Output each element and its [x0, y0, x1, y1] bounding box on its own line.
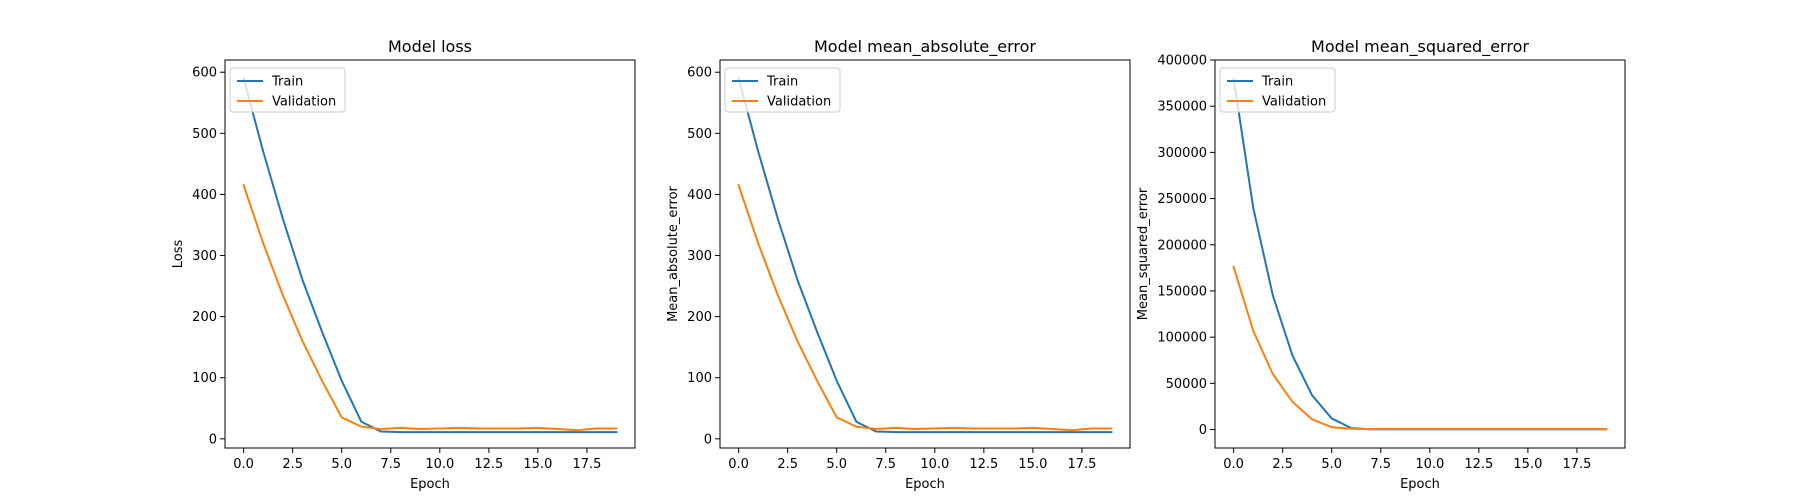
chart-3: 0.0 2.5 5.0 7.5 10.0 12.5 15.0 17.5 0 50000 100000… [1136, 37, 1626, 492]
series-line-train [737, 77, 1113, 434]
x-tick-label: 12.5 [969, 457, 998, 472]
y-tick-label: 350000 [1157, 100, 1207, 115]
y-tick-label: 300 [192, 249, 217, 264]
x-tick-label: 7.5 [380, 457, 401, 472]
y-tick-label: 150000 [1157, 284, 1207, 299]
legend-label: Validation [767, 95, 831, 110]
x-tick-label: 2.5 [777, 457, 798, 472]
y-tick-label: 50000 [1166, 377, 1207, 392]
x-tick-label: 0.0 [728, 457, 749, 472]
x-tick-label: 15.0 [1513, 457, 1542, 472]
x-tick-label: 10.0 [1415, 457, 1444, 472]
y-tick-label: 0 [704, 432, 712, 447]
legend-label: Validation [1262, 95, 1326, 110]
x-tick-label: 17.5 [1067, 457, 1096, 472]
series-line-validation [1232, 265, 1608, 431]
y-tick-label: 400 [687, 188, 712, 203]
legend: Train Validation [1219, 67, 1336, 113]
legend: Train Validation [229, 67, 346, 113]
x-axis-label: Epoch [1400, 477, 1440, 492]
y-tick-label: 200 [192, 310, 217, 325]
legend-label: Train [271, 75, 303, 90]
y-axis-label: Mean_squared_error [1136, 187, 1151, 320]
legend-label: Validation [272, 95, 336, 110]
y-tick-label: 250000 [1157, 192, 1207, 207]
y-tick-label: 300 [687, 249, 712, 264]
y-tick-label: 400000 [1157, 54, 1207, 69]
x-tick-label: 17.5 [572, 457, 601, 472]
chart-1: 0.0 2.5 5.0 7.5 10.0 12.5 15.0 17.5 0 100 200 300 40… [171, 37, 636, 492]
plot-frame [1214, 59, 1626, 449]
y-tick-label: 500 [687, 127, 712, 142]
y-axis-label: Mean_absolute_error [666, 185, 681, 321]
chart-2: 0.0 2.5 5.0 7.5 10.0 12.5 15.0 17.5 0 100 200 300 40… [666, 37, 1131, 492]
x-tick-label: 12.5 [1464, 457, 1493, 472]
x-tick-label: 5.0 [331, 457, 352, 472]
y-tick-label: 600 [687, 66, 712, 81]
series-line-validation [737, 183, 1113, 432]
x-tick-label: 10.0 [920, 457, 949, 472]
y-tick-label: 200 [687, 310, 712, 325]
x-tick-label: 17.5 [1562, 457, 1591, 472]
y-tick-label: 100 [687, 371, 712, 386]
x-axis-label: Epoch [905, 477, 945, 492]
x-tick-label: 2.5 [282, 457, 303, 472]
chart-title: Model mean_absolute_error [814, 37, 1036, 57]
x-tick-label: 7.5 [875, 457, 896, 472]
chart-title: Model mean_squared_error [1311, 37, 1529, 57]
x-tick-label: 0.0 [1223, 457, 1244, 472]
x-tick-label: 2.5 [1272, 457, 1293, 472]
y-tick-label: 600 [192, 66, 217, 81]
chart-title: Model loss [388, 37, 472, 56]
legend-label: Train [766, 75, 798, 90]
plot-frame [719, 59, 1131, 449]
y-tick-label: 200000 [1157, 238, 1207, 253]
x-tick-label: 12.5 [474, 457, 503, 472]
x-tick-label: 0.0 [233, 457, 254, 472]
x-tick-label: 5.0 [826, 457, 847, 472]
y-tick-label: 500 [192, 127, 217, 142]
legend: Train Validation [724, 67, 841, 113]
x-tick-label: 10.0 [425, 457, 454, 472]
x-tick-label: 5.0 [1321, 457, 1342, 472]
x-axis-label: Epoch [410, 477, 450, 492]
y-tick-label: 0 [1199, 423, 1207, 438]
y-axis-label: Loss [171, 240, 186, 269]
series-line-validation [242, 183, 618, 432]
x-tick-label: 15.0 [523, 457, 552, 472]
y-tick-label: 100000 [1157, 331, 1207, 346]
y-tick-label: 400 [192, 188, 217, 203]
y-tick-label: 300000 [1157, 146, 1207, 161]
y-tick-label: 0 [209, 432, 217, 447]
plot-frame [224, 59, 636, 449]
legend-label: Train [1261, 75, 1293, 90]
series-line-train [1232, 77, 1608, 431]
x-tick-label: 15.0 [1018, 457, 1047, 472]
series-line-train [242, 77, 618, 434]
x-tick-label: 7.5 [1370, 457, 1391, 472]
y-tick-label: 100 [192, 371, 217, 386]
